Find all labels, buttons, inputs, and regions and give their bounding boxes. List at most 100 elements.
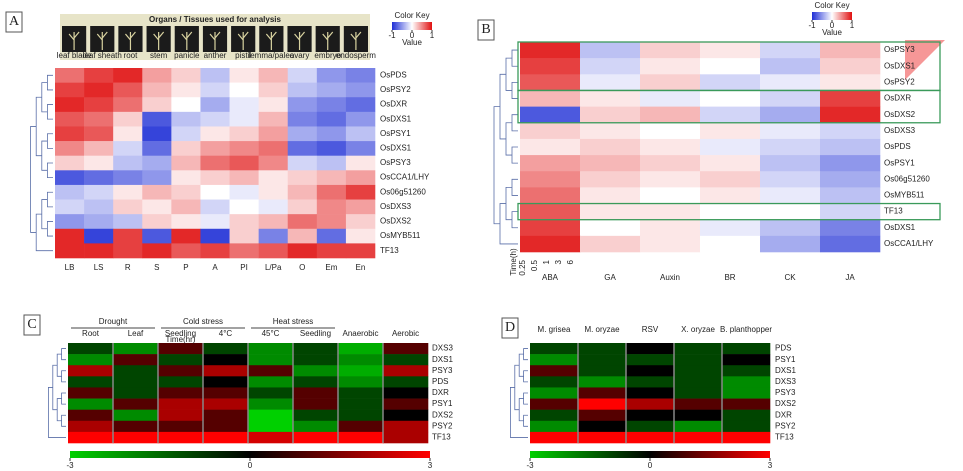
heatmap-cell	[760, 203, 821, 220]
heatmap-cell	[293, 409, 339, 422]
heatmap-cell	[229, 82, 259, 98]
tissue-label: ovary	[290, 51, 310, 60]
column-label: Seedling	[300, 329, 331, 338]
tissue-label: stem	[150, 51, 168, 60]
heatmap-cell	[700, 235, 761, 253]
heatmap-cell	[580, 122, 641, 140]
heatmap-cell	[700, 203, 761, 220]
tissue-sketch	[68, 31, 80, 50]
heatmap-cell	[760, 219, 821, 237]
heatmap-cell	[84, 228, 114, 244]
row-label: PSY1	[432, 399, 453, 408]
heatmap-cell	[229, 155, 259, 171]
column-label: LB	[65, 263, 75, 272]
heatmap-cell	[200, 228, 230, 244]
heatmap-cell	[171, 184, 201, 200]
heatmap-cell	[580, 90, 641, 107]
tissue-sketch	[294, 31, 306, 50]
heatmap-cell	[700, 90, 761, 107]
heatmap-cell	[142, 68, 172, 83]
heatmap-cell	[113, 184, 143, 200]
heatmap-cell	[258, 68, 289, 83]
heatmap-cell	[338, 431, 384, 444]
heatmap-cell	[820, 138, 881, 156]
heatmap-cell	[55, 155, 85, 171]
colorbar-tick-label: 0	[248, 461, 253, 470]
heatmap-cell	[722, 420, 771, 433]
row-label: OsMYB511	[884, 191, 925, 200]
heatmap-cell	[520, 138, 581, 156]
heatmap-cell	[580, 203, 641, 220]
time-point: 3	[554, 259, 563, 264]
row-label: OsMYB511	[380, 231, 421, 240]
heatmap-cell	[248, 409, 294, 422]
heatmap-cell	[674, 376, 723, 388]
heatmap-cell	[200, 68, 230, 83]
heatmap-cell	[674, 354, 723, 366]
row-label: PSY2	[432, 421, 453, 430]
key-title: Color Key	[394, 11, 429, 20]
heatmap-cell	[820, 155, 881, 172]
heatmap-cell	[722, 354, 771, 366]
heatmap-cell	[820, 90, 881, 107]
heatmap-cell	[203, 398, 249, 410]
heatmap-cell	[113, 97, 143, 113]
heatmap-cell	[700, 74, 761, 91]
row-label: OsPSY3	[380, 158, 411, 167]
column-label: M. grisea	[538, 325, 571, 334]
heatmap-cell	[626, 409, 675, 422]
heatmap-cell	[640, 106, 701, 124]
row-label: OsPSY2	[380, 85, 411, 94]
heatmap-cell	[171, 68, 201, 83]
heatmap-cell	[171, 199, 201, 215]
heatmap-cell	[113, 170, 143, 186]
heatmap-cell	[203, 376, 249, 388]
heatmap-cell	[229, 111, 259, 127]
heatmap-cell	[383, 420, 429, 433]
heatmap-cell	[248, 343, 294, 355]
heatmap-cell	[248, 376, 294, 388]
heatmap-cell	[674, 420, 723, 433]
heatmap-cell	[158, 376, 204, 388]
panel-label-box	[5, 11, 23, 33]
heatmap-cell	[113, 343, 159, 355]
heatmap-cell	[674, 365, 723, 377]
heatmap-cell	[113, 376, 159, 388]
heatmap-cell	[158, 409, 204, 422]
column-label: BR	[724, 273, 735, 282]
heatmap-cell	[203, 365, 249, 377]
heatmap-cell	[338, 376, 384, 388]
heatmap-cell	[674, 431, 723, 444]
heatmap-cell	[530, 354, 579, 366]
heatmap-cell	[520, 58, 581, 75]
colorbar-tick-label: 0	[648, 461, 653, 470]
heatmap-cell	[338, 409, 384, 422]
heatmap-cell	[520, 42, 581, 59]
heatmap-cell	[171, 82, 201, 98]
panel-label-box	[501, 317, 519, 339]
heatmap-cell	[171, 126, 201, 142]
heatmap-cell	[142, 199, 172, 215]
row-label: OsPDS	[380, 70, 407, 79]
heatmap-cell	[578, 387, 627, 399]
heatmap-cell	[640, 58, 701, 75]
row-label: Os06g51260	[380, 187, 426, 196]
column-label: Leaf	[128, 329, 144, 338]
heatmap-cell	[171, 155, 201, 171]
heatmap-cell	[258, 126, 289, 142]
key-tick-label: 1	[850, 21, 855, 30]
heatmap-cell	[293, 354, 339, 366]
heatmap-cell	[258, 243, 289, 259]
column-label: A	[212, 263, 218, 272]
panel-label: A	[9, 14, 20, 29]
row-label: PDS	[432, 377, 448, 386]
column-label: Anaerobic	[342, 329, 378, 338]
heatmap-cell	[171, 111, 201, 127]
heatmap-cell	[338, 343, 384, 355]
column-label: X. oryzae	[681, 325, 715, 334]
heatmap-cell	[229, 126, 259, 142]
row-label: OsPDS	[884, 142, 911, 151]
column-label: Seedling	[165, 329, 196, 338]
heatmap-cell	[383, 343, 429, 355]
highlight-box	[517, 89, 941, 124]
